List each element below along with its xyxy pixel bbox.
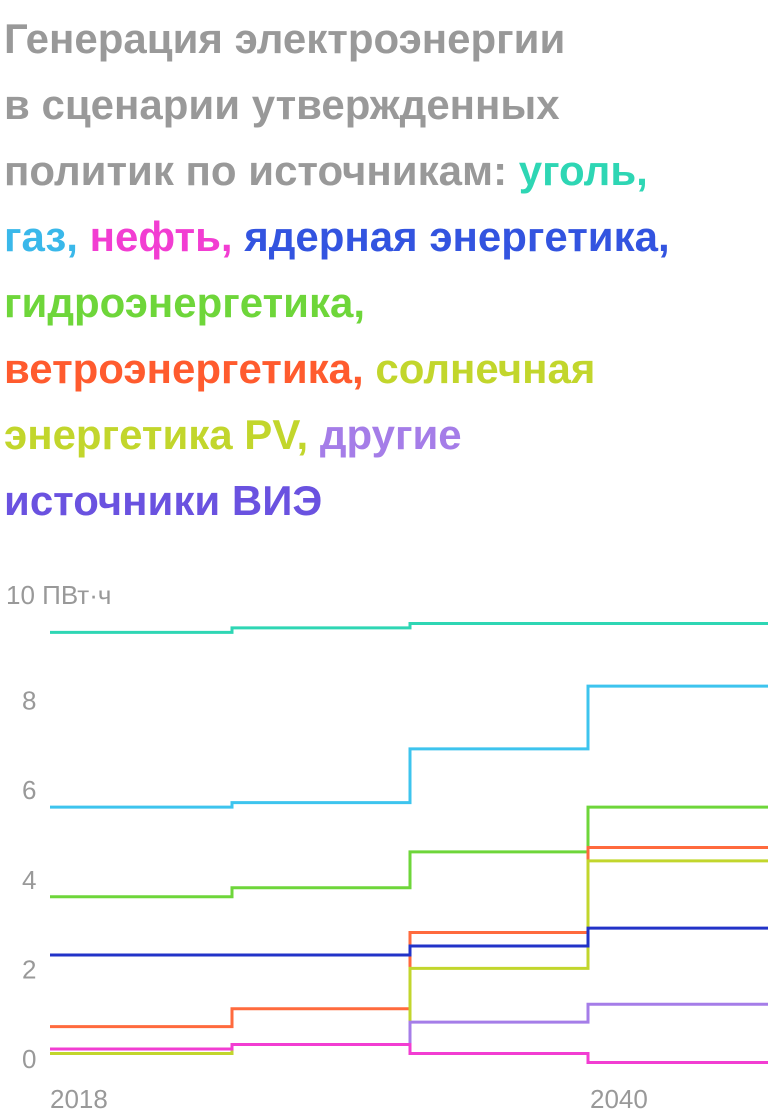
series-line-hydro — [50, 805, 768, 899]
title-fragment: источники ВИЭ — [4, 477, 323, 524]
title-fragment: уголь, — [518, 147, 648, 194]
y-tick-label: 2 — [22, 954, 36, 984]
x-tick-label: 2040 — [590, 1084, 648, 1114]
title-line: источники ВИЭ — [4, 468, 764, 534]
title-line: гидроэнергетика, — [4, 270, 764, 336]
title-fragment: Генерация электроэнергии — [4, 15, 566, 62]
title-fragment: ядерная энергетика, — [232, 213, 670, 260]
title-line: Генерация электроэнергии — [4, 6, 764, 72]
title-line: в сценарии утвержденных — [4, 72, 764, 138]
series-line-coal — [50, 621, 768, 634]
title-fragment: нефть, — [77, 213, 233, 260]
title-line: газ, нефть, ядерная энергетика, — [4, 204, 764, 270]
y-tick-label: 4 — [22, 865, 36, 895]
title-fragment: солнечная — [363, 345, 596, 392]
title-fragment: ветроэнергетика, — [4, 345, 364, 392]
title-fragment: энергетика PV, — [4, 411, 309, 458]
title-fragment: гидроэнергетика, — [4, 279, 366, 326]
x-tick-label: 2018 — [50, 1084, 108, 1114]
series-line-nuclear — [50, 926, 768, 957]
series-line-solar — [50, 859, 768, 1056]
title-fragment: в сценарии утвержденных — [4, 81, 560, 128]
title-fragment: другие — [308, 411, 462, 458]
series-line-oil — [50, 1043, 768, 1064]
y-tick-label: 6 — [22, 775, 36, 805]
y-tick-label: 10 ПВт·ч — [6, 580, 111, 610]
title-fragment: газ, — [4, 213, 78, 260]
chart-area: 10 ПВт·ч 8 6 4 2 0 2018 2040 — [6, 580, 768, 1114]
chart-title: Генерация электроэнергии в сценарии утвер… — [4, 6, 764, 534]
y-tick-label: 8 — [22, 686, 36, 716]
title-fragment: политик по источникам: — [4, 147, 519, 194]
y-tick-label: 0 — [22, 1044, 36, 1074]
title-line: ветроэнергетика, солнечная — [4, 336, 764, 402]
title-line: энергетика PV, другие — [4, 402, 764, 468]
series-line-gas — [50, 684, 768, 809]
title-line: политик по источникам: уголь, — [4, 138, 764, 204]
